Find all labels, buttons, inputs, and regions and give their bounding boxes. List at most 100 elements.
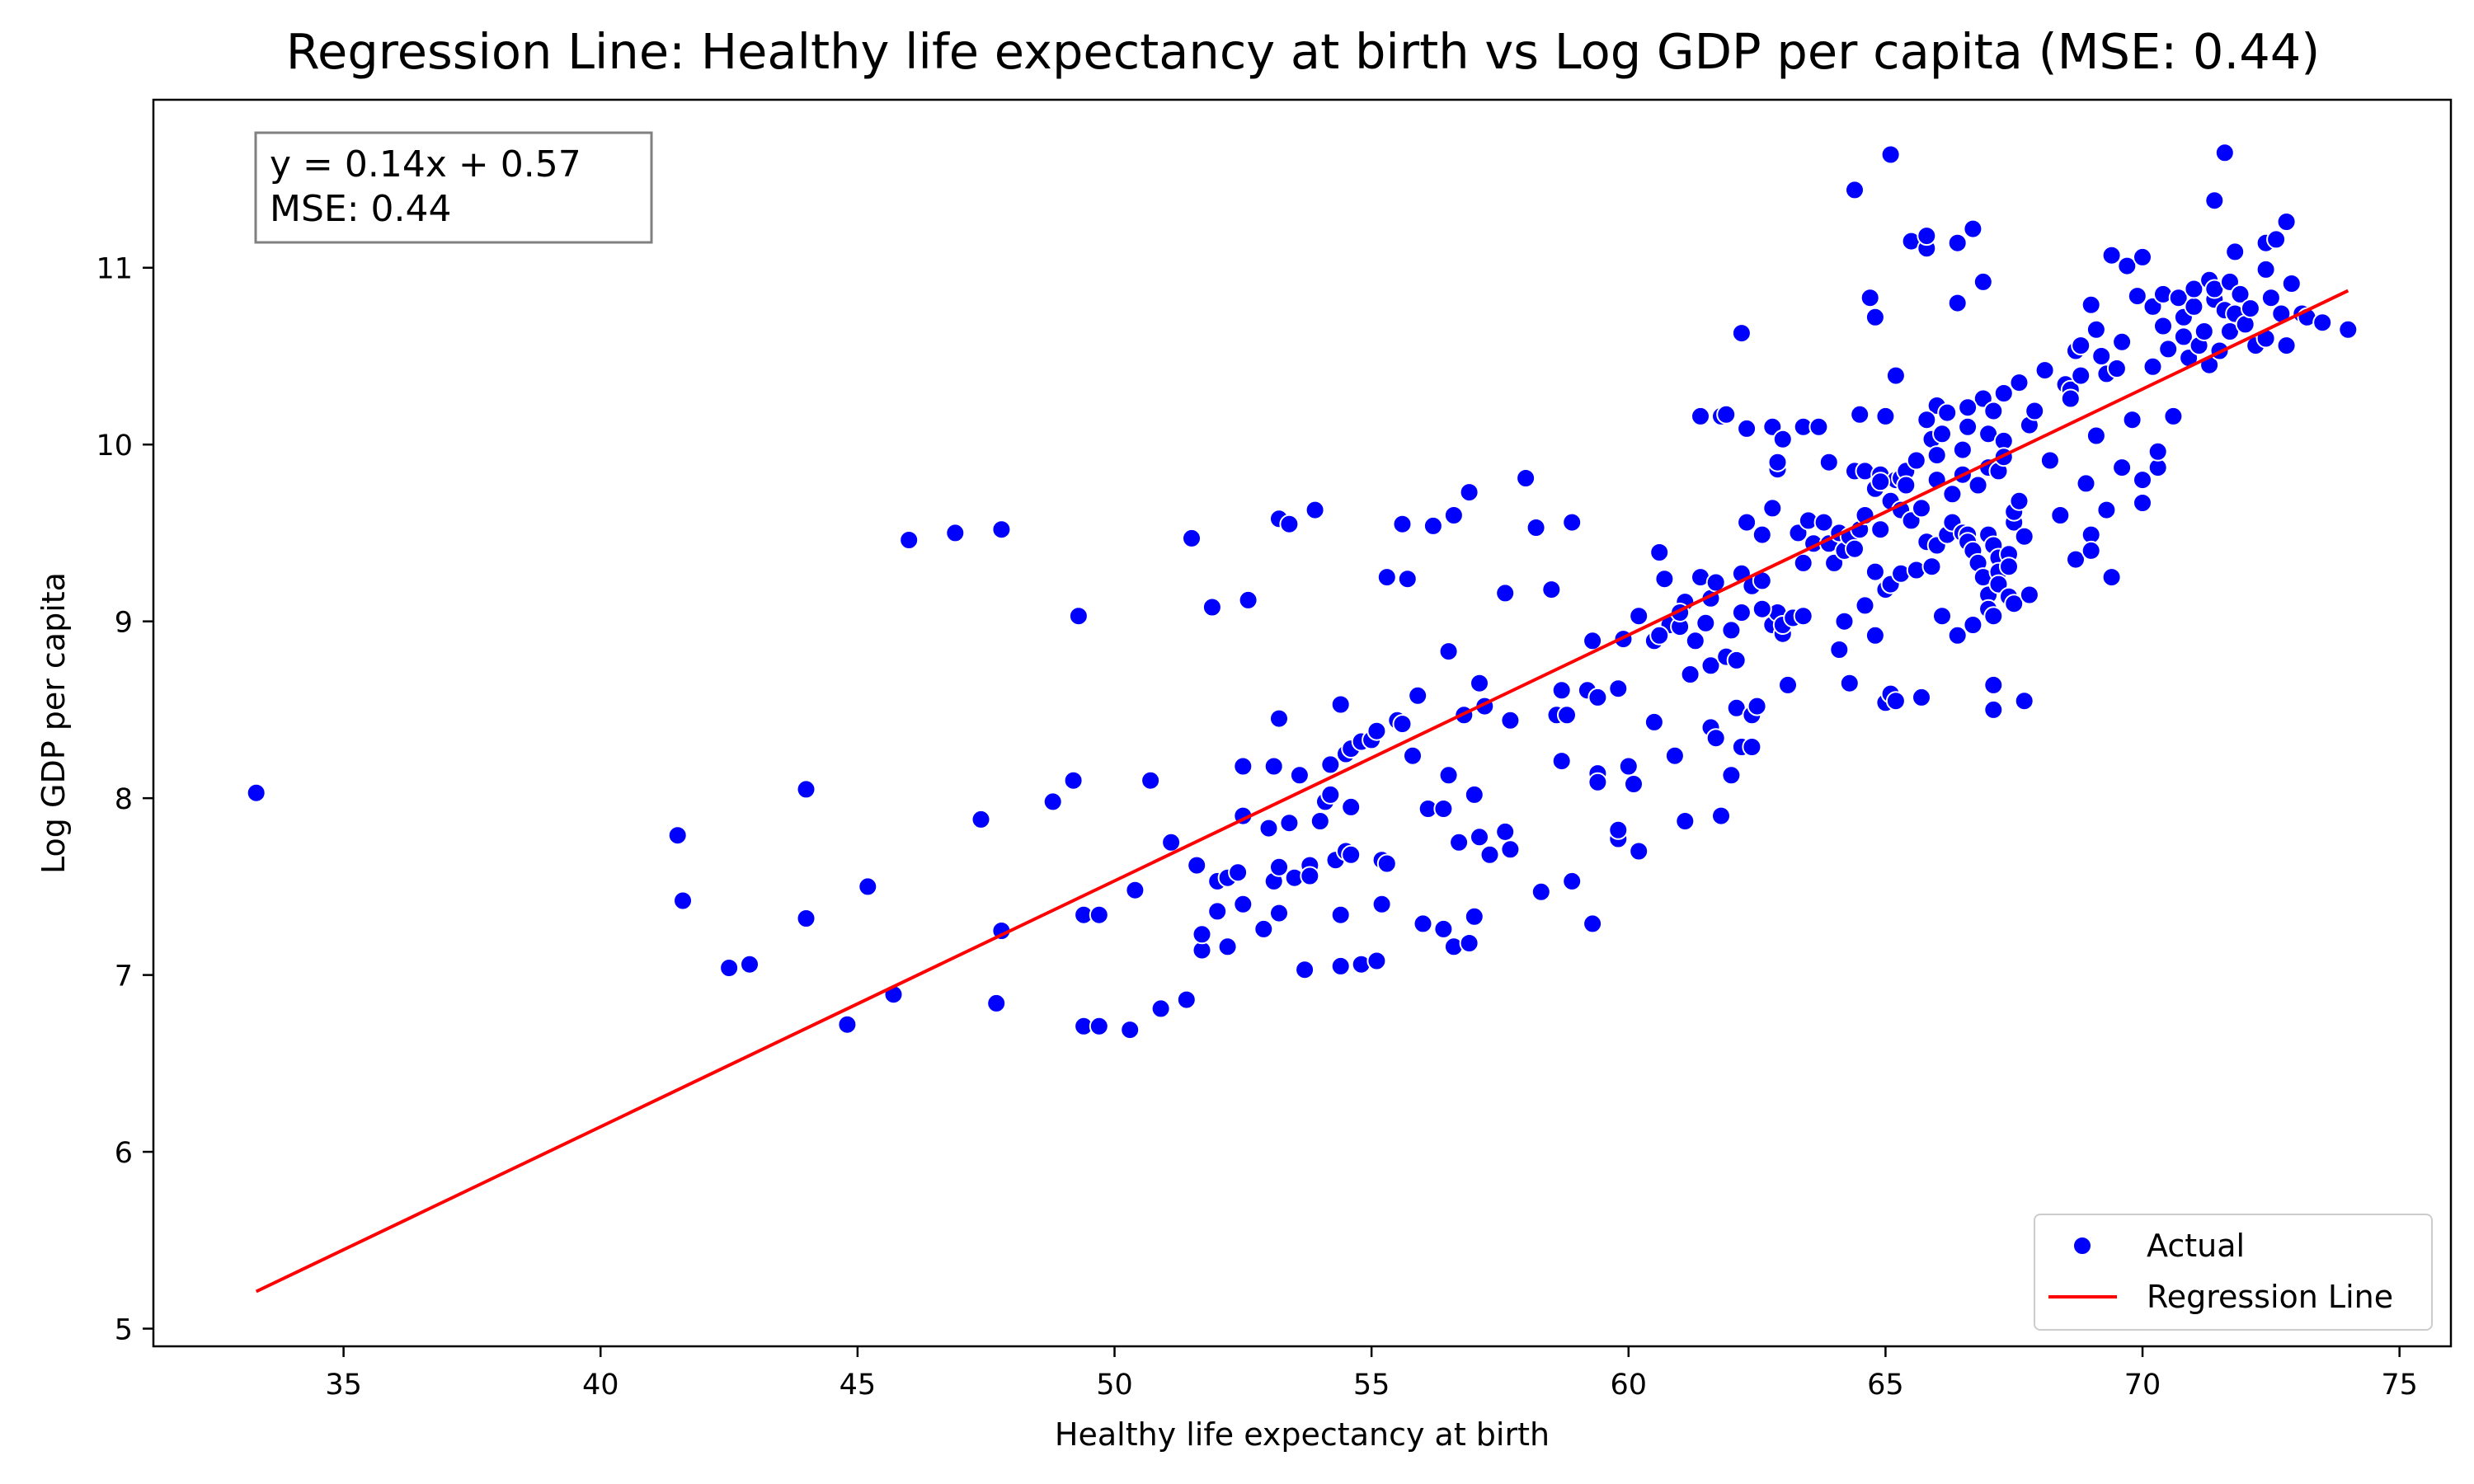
data-point (2127, 286, 2147, 307)
data-point (1952, 439, 1973, 460)
legend-regression-label: Regression Line (2147, 1279, 2393, 1315)
equation-text: y = 0.14x + 0.57 (270, 143, 581, 186)
data-point (1330, 956, 1351, 976)
data-point (1865, 625, 1885, 646)
data-point (1089, 904, 1109, 925)
data-point (2071, 336, 2091, 356)
data-point (1583, 631, 1603, 651)
data-point (2081, 294, 2101, 315)
data-point (2004, 594, 2025, 614)
data-point (1752, 524, 1772, 545)
data-point (1808, 416, 1829, 437)
data-point (1834, 611, 1855, 632)
data-point (1479, 844, 1500, 865)
data-point (1562, 871, 1583, 891)
data-point (1917, 410, 1937, 430)
data-point (1917, 226, 1937, 247)
data-point (2338, 319, 2359, 340)
data-point (1500, 710, 1521, 730)
y-tick-label: 8 (115, 783, 133, 816)
data-point (2081, 540, 2101, 561)
data-point (1845, 180, 1865, 200)
data-point (1587, 772, 1608, 792)
data-point (1295, 960, 1315, 980)
data-point (1947, 232, 1968, 253)
data-point (2101, 245, 2122, 265)
data-point (2163, 406, 2184, 426)
data-point (2158, 339, 2179, 359)
x-tick-label: 35 (325, 1369, 362, 1402)
data-point (1865, 307, 1885, 327)
data-point (1459, 482, 1479, 503)
x-tick-label: 65 (1867, 1369, 1904, 1402)
data-point (1089, 1016, 1109, 1036)
data-point (1865, 561, 1885, 582)
data-point (2039, 450, 2060, 471)
data-point (1202, 597, 1222, 618)
data-point (1207, 901, 1228, 922)
data-point (2034, 360, 2055, 381)
data-point (1793, 606, 1813, 627)
data-point (1968, 475, 1988, 495)
data-point (1649, 542, 1670, 562)
data-point (1403, 745, 1423, 766)
x-axis: 35 40 45 50 55 60 65 70 75 (325, 1346, 2418, 1402)
data-point (2281, 274, 2302, 294)
data-point (2112, 331, 2133, 352)
data-point (1721, 620, 1742, 641)
data-point (1608, 819, 1629, 840)
data-point (1068, 606, 1089, 627)
legend-frame (2034, 1214, 2433, 1331)
data-point (2014, 691, 2034, 711)
x-tick-label: 40 (582, 1369, 619, 1402)
data-point (986, 993, 1007, 1013)
x-tick-label: 75 (2381, 1369, 2418, 1402)
data-point (1300, 866, 1320, 886)
data-point (1233, 894, 1253, 914)
y-axis-label: Log GDP per capita (35, 572, 72, 874)
data-point (2194, 322, 2214, 341)
data-point (2086, 319, 2106, 340)
data-point (1963, 218, 1983, 239)
data-point (1587, 687, 1608, 707)
data-point (2225, 242, 2246, 262)
data-point (1629, 606, 1649, 627)
data-point (2255, 259, 2276, 279)
data-point (1608, 679, 1629, 699)
data-point (1921, 556, 1942, 577)
data-point (796, 909, 816, 928)
data-point (2147, 441, 2168, 462)
data-point (1438, 765, 1459, 786)
data-point (1583, 913, 1603, 934)
data-point (2076, 473, 2096, 494)
data-point (2050, 505, 2071, 525)
data-point (2312, 312, 2333, 333)
data-point (2153, 316, 2173, 336)
axes-frame (152, 98, 2453, 1348)
data-point (1397, 569, 1418, 589)
data-point (1737, 512, 1757, 533)
data-point (1762, 498, 1783, 519)
data-point (1855, 595, 1875, 616)
data-point (1464, 906, 1484, 927)
data-point (1320, 754, 1341, 775)
data-point (1870, 519, 1891, 540)
data-point (1958, 416, 1978, 437)
data-point (1253, 918, 1274, 939)
data-point (1813, 512, 1834, 533)
data-point (2060, 388, 2081, 409)
data-point (1423, 515, 1443, 536)
data-point (1629, 841, 1649, 862)
data-point (2142, 356, 2163, 377)
data-point (1772, 429, 1793, 449)
data-point (1983, 699, 2004, 720)
data-point (2122, 410, 2142, 430)
data-point (1330, 694, 1351, 715)
data-point (858, 876, 878, 897)
data-point (1120, 1020, 1141, 1040)
data-point (2276, 212, 2297, 232)
data-point (1392, 514, 1413, 534)
data-point (1691, 406, 1710, 426)
data-point (1983, 401, 2004, 421)
data-point (1470, 827, 1489, 848)
